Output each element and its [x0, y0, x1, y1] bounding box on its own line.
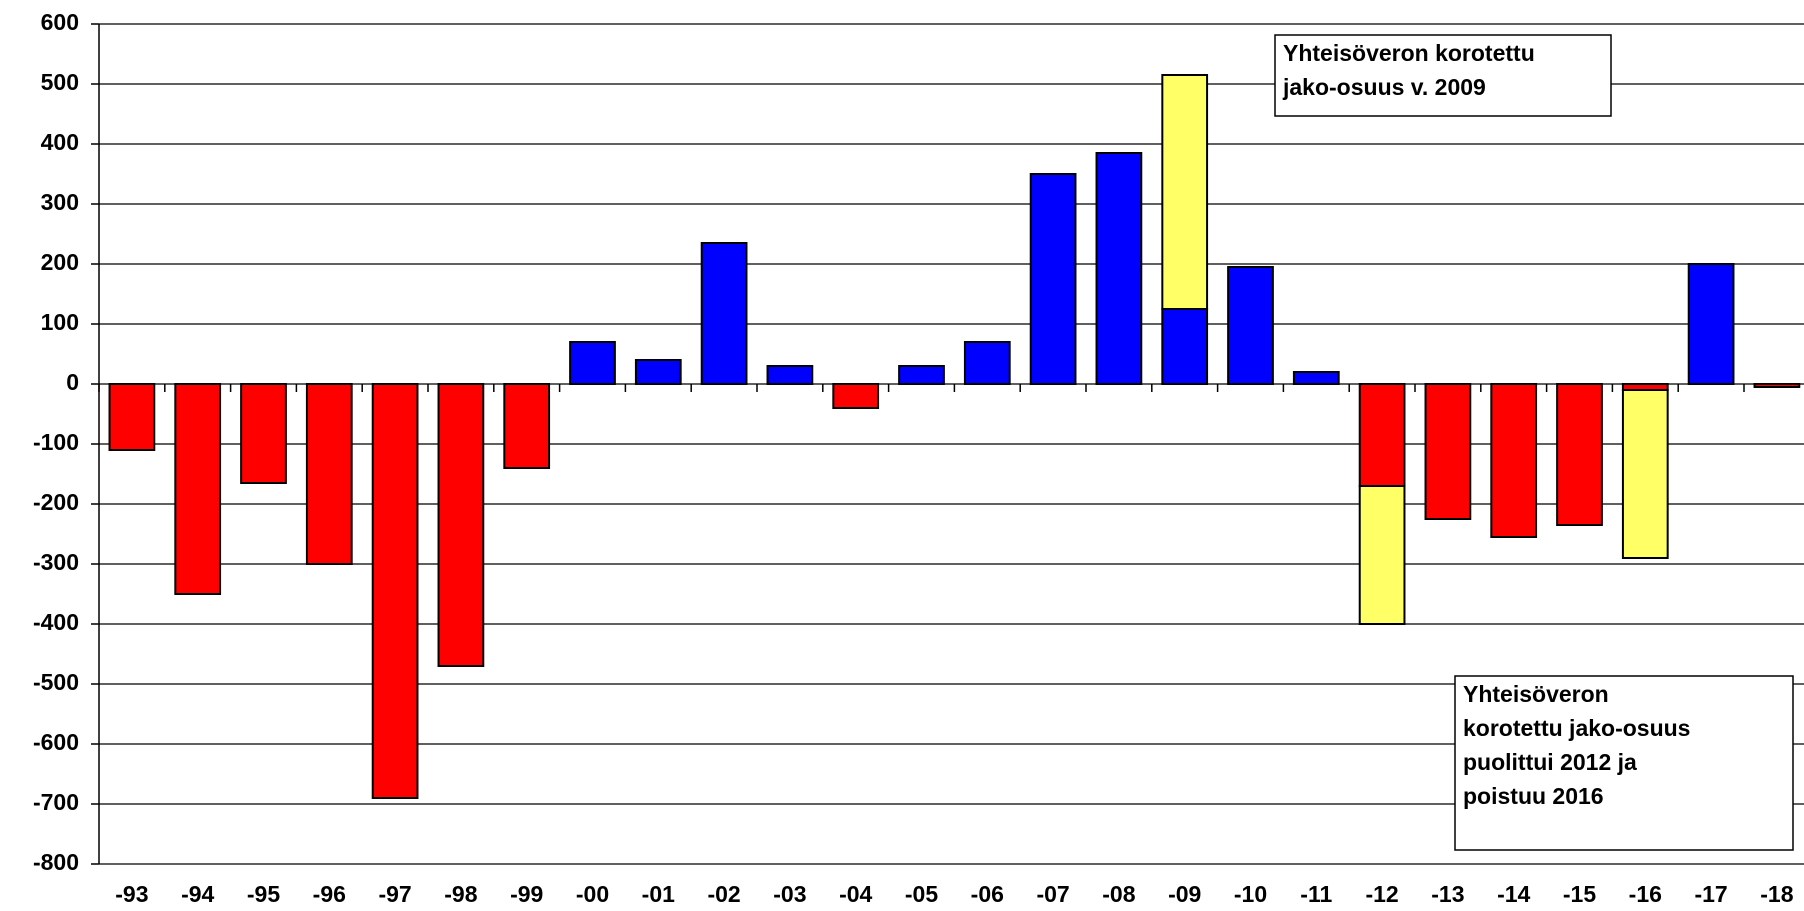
x-tick-label: -15	[1563, 881, 1596, 907]
bar	[1292, 371, 1340, 385]
annotation-text: jako-osuus v. 2009	[1282, 74, 1486, 100]
x-tick-label: -09	[1168, 881, 1201, 907]
x-tick-label: -18	[1760, 881, 1793, 907]
x-tick-label: -99	[510, 881, 543, 907]
bar	[1358, 383, 1406, 487]
y-tick-label: 100	[41, 309, 79, 335]
bar	[1424, 383, 1472, 520]
annotation-text: puolittui 2012 ja	[1463, 749, 1637, 775]
bar	[569, 341, 616, 385]
bar	[1095, 152, 1143, 385]
annotation-text: poistuu 2016	[1463, 783, 1604, 809]
y-tick-label: 0	[66, 369, 79, 395]
bar	[898, 365, 945, 385]
bar	[371, 383, 419, 799]
annotation-text: korotettu jako-osuus	[1463, 715, 1690, 741]
y-tick-label: -700	[33, 789, 79, 815]
bar	[1227, 266, 1274, 385]
x-tick-label: -02	[707, 881, 740, 907]
y-tick-label: 500	[41, 69, 79, 95]
x-tick-label: -96	[313, 881, 346, 907]
bar	[1161, 74, 1209, 310]
x-tick-label: -13	[1431, 881, 1464, 907]
y-tick-label: 200	[41, 249, 79, 275]
bar	[963, 341, 1011, 385]
annotation-box	[1454, 675, 1794, 851]
x-tick-label: -98	[444, 881, 477, 907]
bar	[1161, 308, 1209, 385]
bar	[1621, 389, 1669, 559]
bar	[108, 383, 156, 451]
x-tick-label: -16	[1629, 881, 1662, 907]
bar	[503, 383, 551, 469]
y-tick-label: -200	[33, 489, 79, 515]
x-tick-label: -14	[1497, 881, 1530, 907]
bar	[1490, 383, 1538, 538]
x-tick-label: -03	[773, 881, 806, 907]
y-tick-label: 600	[41, 9, 79, 35]
x-tick-label: -05	[905, 881, 938, 907]
x-tick-label: -93	[115, 881, 148, 907]
annotation-text: Yhteisöveron	[1463, 681, 1609, 707]
bar	[437, 383, 485, 667]
x-tick-label: -06	[971, 881, 1004, 907]
x-tick-label: -00	[576, 881, 609, 907]
bar	[1556, 383, 1603, 526]
bar	[240, 383, 287, 484]
annotation-text: Yhteisöveron korotettu	[1283, 40, 1535, 66]
x-tick-label: -04	[839, 881, 872, 907]
x-tick-label: -95	[247, 881, 280, 907]
y-tick-label: 300	[41, 189, 79, 215]
y-tick-label: -400	[33, 609, 79, 635]
bar	[766, 365, 814, 385]
annotation-box	[1274, 34, 1612, 117]
bar	[634, 359, 682, 385]
x-tick-label: -94	[181, 881, 214, 907]
x-tick-label: -12	[1365, 881, 1398, 907]
bar	[174, 383, 222, 595]
y-tick-label: -300	[33, 549, 79, 575]
bar	[1687, 263, 1735, 385]
x-tick-label: -17	[1694, 881, 1727, 907]
x-tick-label: -08	[1102, 881, 1135, 907]
y-tick-label: -100	[33, 429, 79, 455]
bar	[1029, 173, 1077, 385]
y-tick-label: -800	[33, 849, 79, 875]
y-tick-label: 400	[41, 129, 79, 155]
bar	[832, 383, 880, 409]
y-tick-label: -500	[33, 669, 79, 695]
x-tick-label: -01	[642, 881, 675, 907]
bar	[1753, 383, 1801, 388]
x-tick-label: -10	[1234, 881, 1267, 907]
bar	[1358, 485, 1406, 625]
x-tick-label: -97	[378, 881, 411, 907]
y-tick-label: -600	[33, 729, 79, 755]
bar	[305, 383, 353, 565]
x-tick-label: -11	[1300, 881, 1332, 907]
x-tick-label: -07	[1036, 881, 1069, 907]
bar	[700, 242, 748, 385]
